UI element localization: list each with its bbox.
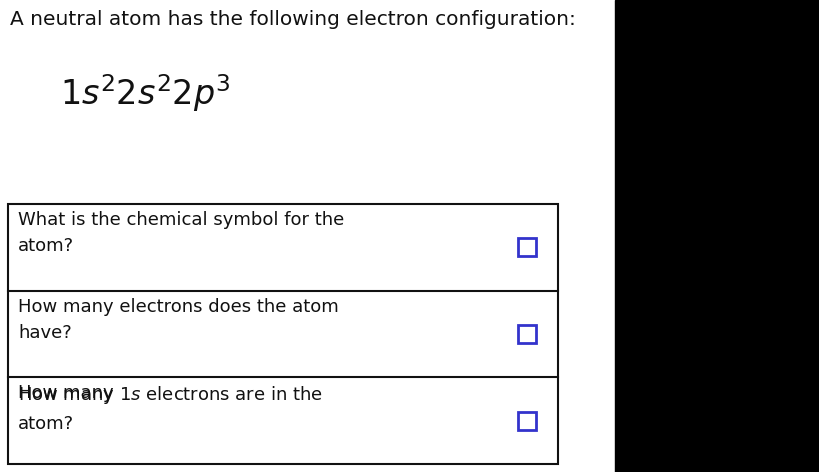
Text: A neutral atom has the following electron configuration:: A neutral atom has the following electro…: [10, 10, 575, 29]
Text: $1s^{2}2s^{2}2p^{3}$: $1s^{2}2s^{2}2p^{3}$: [60, 72, 230, 114]
Bar: [8, 204, 557, 464]
Text: How many $1s$ electrons are in the
atom?: How many $1s$ electrons are in the atom?: [18, 384, 323, 433]
Bar: [614, 0, 819, 472]
Text: How many: How many: [18, 384, 120, 402]
Text: How many electrons does the atom
have?: How many electrons does the atom have?: [18, 298, 338, 342]
Bar: [518, 238, 536, 256]
Bar: [518, 325, 536, 343]
Bar: [518, 412, 536, 430]
Text: What is the chemical symbol for the
atom?: What is the chemical symbol for the atom…: [18, 211, 344, 255]
